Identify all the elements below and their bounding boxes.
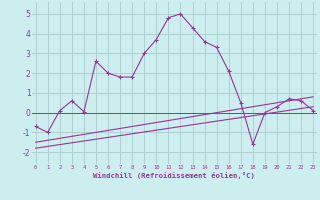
X-axis label: Windchill (Refroidissement éolien,°C): Windchill (Refroidissement éolien,°C) bbox=[93, 172, 255, 179]
